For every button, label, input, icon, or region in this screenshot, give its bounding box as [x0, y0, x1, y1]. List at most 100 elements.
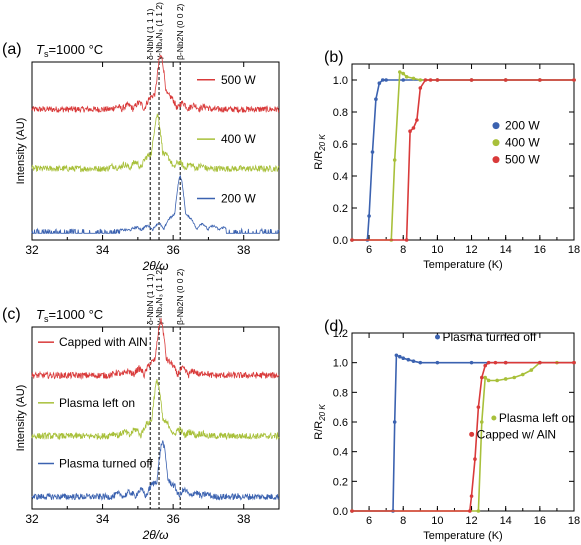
x-tick-label: 18	[568, 515, 580, 527]
chart-panel-d: (d) 6 8 10 12 14 16 18 0.0 0.2 0.4 0.6 0.8 1.0 1.2 Temp…	[313, 318, 580, 542]
legend-label: Plasma left on	[59, 396, 135, 410]
annotation-t: T	[36, 307, 45, 322]
data-point	[401, 71, 406, 76]
data-point	[384, 78, 388, 82]
series-500-w	[350, 78, 576, 242]
x-tick-label: 8	[400, 244, 406, 256]
legend-label: 400 W	[221, 132, 256, 146]
x-tick-label: 32	[25, 243, 39, 257]
series-line	[352, 70, 574, 241]
data-point	[404, 238, 409, 242]
y-tick-label: 1.0	[333, 358, 348, 370]
reference-line-label: γ-Nb₄N₃ (1 1 2)	[154, 2, 164, 60]
data-point	[435, 360, 440, 365]
y-axis-label: R/R20 K	[313, 134, 327, 170]
data-point	[503, 360, 508, 365]
x-tick-label: 12	[465, 244, 477, 256]
data-point	[394, 353, 399, 358]
series-200-w	[350, 78, 576, 242]
data-point	[374, 97, 378, 101]
data-point	[468, 509, 472, 513]
data-point	[479, 375, 484, 380]
data-point	[401, 356, 406, 361]
x-tick-label: 38	[237, 243, 251, 257]
data-point	[411, 76, 416, 81]
legend-label: 500 W	[505, 153, 540, 167]
data-point	[350, 238, 354, 242]
y-tick-label: 0.6	[333, 139, 348, 151]
y-axis-label-sub: 20 K	[318, 404, 327, 422]
legend-label: Plasma turned off	[443, 330, 537, 344]
legend-label: 200 W	[505, 119, 540, 133]
y-tick-label: 0.0	[333, 235, 348, 247]
y-axis-label: Intensity (AU)	[15, 385, 27, 452]
y-axis-label-sub: 20 K	[318, 134, 327, 152]
x-tick-label: 14	[500, 244, 512, 256]
data-point	[495, 378, 499, 383]
data-point	[435, 78, 440, 82]
data-point	[572, 78, 576, 82]
data-point	[486, 378, 491, 383]
panel-label: (c)	[2, 306, 21, 323]
annotation-sub: s	[44, 49, 49, 59]
data-point	[538, 78, 542, 82]
annotation-t: T	[36, 42, 45, 57]
reference-line-label: β-Nb2N (0 0 2)	[175, 3, 185, 60]
x-tick-label: 18	[568, 244, 580, 256]
x-tick-label: 12	[465, 515, 477, 527]
annotation-sub: s	[44, 314, 49, 324]
series-trace-plasma-turned-off	[31, 440, 280, 501]
series-capped-w-aln	[350, 360, 576, 513]
x-axis-label: Temperature (K)	[423, 259, 502, 271]
data-point	[380, 78, 385, 82]
y-tick-label: 1.0	[333, 75, 348, 87]
data-point	[428, 78, 433, 82]
x-tick-label: 34	[96, 243, 110, 257]
y-tick-label: 0.2	[333, 476, 348, 488]
data-point	[538, 360, 542, 365]
x-tick-label: 16	[534, 515, 546, 527]
x-tick-label: 38	[237, 512, 251, 526]
data-point	[512, 375, 517, 380]
data-point	[476, 509, 481, 513]
series-line	[352, 79, 574, 241]
data-point	[367, 214, 371, 218]
plot-frame	[31, 61, 280, 241]
temperature-annotation: Ts=1000 °C	[36, 307, 103, 324]
series-trace-400-w	[31, 113, 280, 173]
y-tick-label: 0.2	[333, 203, 348, 215]
annotation-rest: =1000 °C	[48, 307, 103, 322]
data-point	[418, 360, 423, 365]
x-tick-label: 36	[166, 243, 180, 257]
data-point	[411, 126, 416, 130]
reference-line-label: δ-NbN (1 1 1)	[145, 273, 155, 325]
panel-label: (d)	[324, 318, 344, 335]
data-point	[350, 509, 354, 513]
data-point	[469, 78, 474, 82]
x-tick-label: 10	[431, 244, 443, 256]
y-axis-label-main: R/R	[313, 421, 325, 440]
data-point	[469, 360, 474, 365]
x-tick-label: 6	[366, 515, 372, 527]
y-tick-label: 0.0	[333, 506, 348, 518]
legend-marker	[492, 156, 500, 164]
data-point	[469, 494, 474, 498]
chart-panel-c: (c) Ts=1000 °C 32 34 36 38 2θ/ω Intensity (AU) δ…	[2, 267, 280, 542]
reference-line-label: δ-NbN (1 1 1)	[145, 8, 155, 60]
panel-label: (b)	[324, 49, 344, 66]
y-tick-label: 0.4	[333, 171, 348, 183]
data-point	[392, 420, 397, 424]
data-point	[408, 129, 412, 133]
data-point	[398, 70, 402, 74]
y-axis-label-main: R/R	[313, 151, 325, 170]
y-tick-label: 1.2	[333, 328, 348, 340]
x-axis-label: 2θ/ω	[142, 259, 169, 273]
x-tick-label: 32	[25, 512, 39, 526]
y-tick-label: 0.6	[333, 417, 348, 429]
data-point	[411, 359, 416, 363]
data-point	[503, 377, 508, 381]
legend-label: 500 W	[221, 73, 256, 87]
series-trace-capped-with-aln	[31, 318, 280, 380]
series-line	[352, 79, 574, 241]
